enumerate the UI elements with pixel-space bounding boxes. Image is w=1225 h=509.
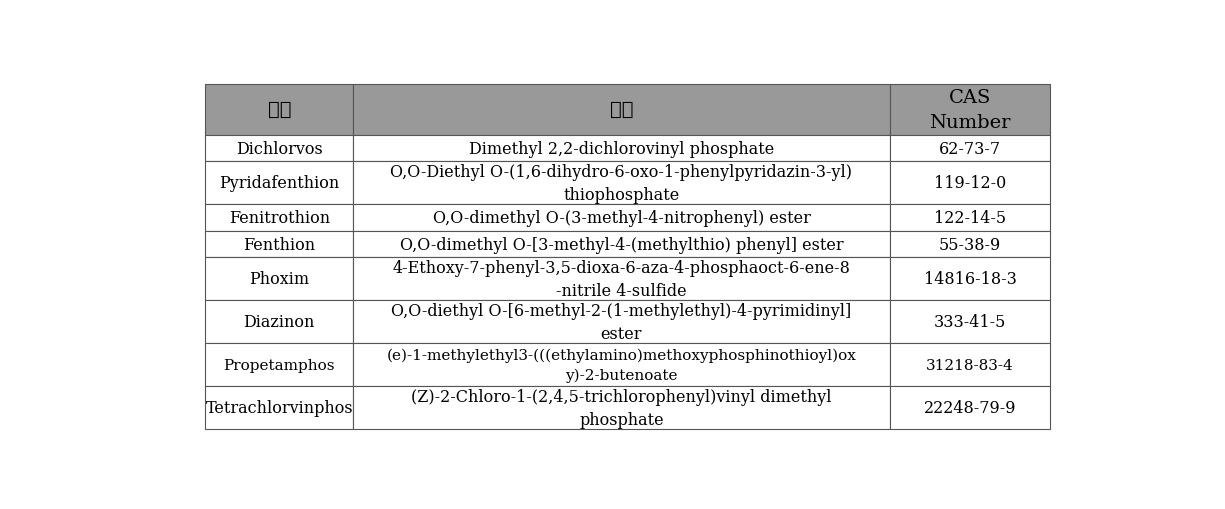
Text: Pyridafenthion: Pyridafenthion: [219, 175, 339, 192]
Bar: [206, 344, 353, 387]
Bar: [889, 84, 1050, 136]
Text: (e)-1-methylethyl3-(((ethylamino)methoxyphosphinothioyl)ox
y)-2-butenoate: (e)-1-methylethyl3-(((ethylamino)methoxy…: [387, 348, 856, 382]
Text: 62-73-7: 62-73-7: [938, 140, 1001, 157]
Bar: [353, 232, 889, 258]
Text: 속명: 속명: [267, 101, 292, 119]
Bar: [206, 387, 353, 430]
Bar: [206, 162, 353, 205]
Bar: [889, 205, 1050, 232]
Text: Dichlorvos: Dichlorvos: [236, 140, 322, 157]
Bar: [889, 387, 1050, 430]
Text: CAS
Number: CAS Number: [930, 89, 1011, 132]
Bar: [353, 258, 889, 301]
Text: Tetrachlorvinphos: Tetrachlorvinphos: [206, 400, 353, 416]
Text: Phoxim: Phoxim: [249, 271, 310, 288]
Text: O,O-dimethyl O-(3-methyl-4-nitrophenyl) ester: O,O-dimethyl O-(3-methyl-4-nitrophenyl) …: [432, 210, 811, 227]
Text: O,O-dimethyl O-[3-methyl-4-(methylthio) phenyl] ester: O,O-dimethyl O-[3-methyl-4-(methylthio) …: [399, 236, 843, 253]
Text: O,O-Diethyl O-(1,6-dihydro-6-oxo-1-phenylpyridazin-3-yl)
thiophosphate: O,O-Diethyl O-(1,6-dihydro-6-oxo-1-pheny…: [391, 163, 853, 204]
Text: 14816-18-3: 14816-18-3: [924, 271, 1017, 288]
Bar: [206, 136, 353, 162]
Text: 122-14-5: 122-14-5: [933, 210, 1006, 227]
Bar: [353, 301, 889, 344]
Text: Fenthion: Fenthion: [244, 236, 315, 253]
Bar: [206, 205, 353, 232]
Bar: [206, 232, 353, 258]
Bar: [206, 258, 353, 301]
Bar: [206, 301, 353, 344]
Text: (Z)-2-Chloro-1-(2,4,5-trichlorophenyl)vinyl dimethyl
phosphate: (Z)-2-Chloro-1-(2,4,5-trichlorophenyl)vi…: [412, 388, 832, 428]
Bar: [889, 258, 1050, 301]
Text: Propetamphos: Propetamphos: [223, 358, 334, 372]
Bar: [353, 136, 889, 162]
Bar: [889, 344, 1050, 387]
Text: 119-12-0: 119-12-0: [933, 175, 1006, 192]
Bar: [889, 301, 1050, 344]
Bar: [353, 162, 889, 205]
Bar: [889, 136, 1050, 162]
Text: 4-Ethoxy-7-phenyl-3,5-dioxa-6-aza-4-phosphaoct-6-ene-8
-nitrile 4-sulfide: 4-Ethoxy-7-phenyl-3,5-dioxa-6-aza-4-phos…: [392, 259, 850, 299]
Text: 55-38-9: 55-38-9: [938, 236, 1001, 253]
Text: Diazinon: Diazinon: [244, 314, 315, 331]
Bar: [353, 205, 889, 232]
Text: 명칭: 명칭: [610, 101, 633, 119]
Bar: [206, 84, 353, 136]
Bar: [353, 387, 889, 430]
Text: O,O-diethyl O-[6-methyl-2-(1-methylethyl)-4-pyrimidinyl]
ester: O,O-diethyl O-[6-methyl-2-(1-methylethyl…: [391, 302, 851, 343]
Text: 31218-83-4: 31218-83-4: [926, 358, 1014, 372]
Text: 333-41-5: 333-41-5: [933, 314, 1006, 331]
Text: Fenitrothion: Fenitrothion: [229, 210, 330, 227]
Bar: [353, 84, 889, 136]
Text: Dimethyl 2,2-dichlorovinyl phosphate: Dimethyl 2,2-dichlorovinyl phosphate: [469, 140, 774, 157]
Bar: [889, 162, 1050, 205]
Text: 22248-79-9: 22248-79-9: [924, 400, 1017, 416]
Bar: [353, 344, 889, 387]
Bar: [889, 232, 1050, 258]
